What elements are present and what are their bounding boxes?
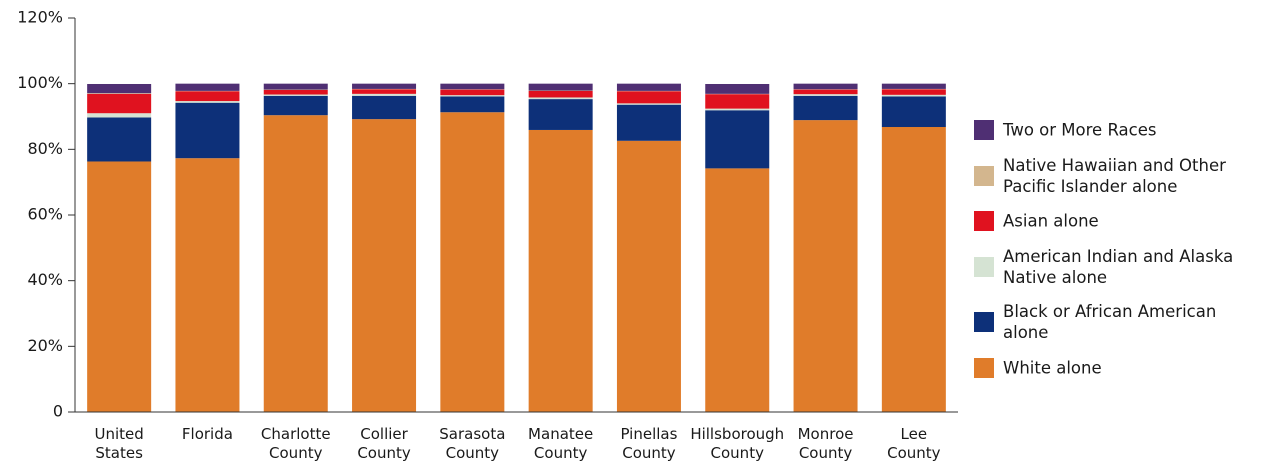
bar-segment xyxy=(528,83,593,91)
bar-segment xyxy=(440,112,505,413)
x-tick-label: Florida xyxy=(181,425,233,443)
bar-segment xyxy=(87,161,152,412)
bar-segment xyxy=(175,83,240,91)
legend-label: Black or African American alone xyxy=(1003,302,1217,342)
x-tick-label: Manatee County xyxy=(528,425,594,462)
bar-segment xyxy=(528,90,593,98)
bar-segment xyxy=(263,95,328,116)
y-tick-label: 120% xyxy=(17,8,63,27)
y-tick-label: 80% xyxy=(27,139,63,158)
bar-segment xyxy=(175,102,240,159)
bar-segment xyxy=(705,168,770,412)
bar-segment xyxy=(263,89,328,95)
legend-swatch xyxy=(974,358,994,378)
y-tick-label: 20% xyxy=(27,336,63,355)
bar-segment xyxy=(175,101,240,103)
legend-swatch xyxy=(974,312,994,332)
bar-segment xyxy=(705,108,770,111)
bar-segment xyxy=(352,93,417,96)
x-tick-label: Hillsborough County xyxy=(690,425,785,462)
legend-label: Native Hawaiian and Other Pacific Island… xyxy=(1003,156,1226,196)
legend-label: White alone xyxy=(1003,358,1102,378)
bar-segment xyxy=(528,129,593,412)
bar-segment xyxy=(881,89,946,95)
x-tick-label: Pinellas County xyxy=(620,425,678,462)
bar-segment xyxy=(263,83,328,90)
bar-segment xyxy=(87,113,152,118)
y-tick-label: 0 xyxy=(53,402,63,421)
bar-segment xyxy=(881,127,946,413)
bar-segment xyxy=(616,104,681,141)
bar-segment xyxy=(440,83,505,90)
bar-segment xyxy=(793,89,858,95)
bar-segment xyxy=(263,94,328,96)
bar-segment xyxy=(87,93,152,94)
legend-label: Two or More Races xyxy=(1003,120,1157,140)
x-tick-label: Sarasota County xyxy=(439,425,506,462)
bar-segment xyxy=(616,140,681,412)
bar-segment xyxy=(175,91,240,102)
bar-segment xyxy=(881,94,946,97)
legend-label: American Indian and Alaska Native alone xyxy=(1003,247,1234,287)
x-tick-label: Charlotte County xyxy=(260,425,331,462)
bar-segment xyxy=(616,103,681,105)
bar-segment xyxy=(793,120,858,412)
x-tick-label: Collier County xyxy=(357,425,411,462)
bar-segment xyxy=(87,93,152,114)
bar-segment xyxy=(175,158,240,412)
x-tick-label: Lee County xyxy=(887,425,941,462)
bar-segment xyxy=(440,89,505,96)
bar-segment xyxy=(616,91,681,104)
bar-segment xyxy=(528,97,593,100)
bar-segment xyxy=(793,94,858,96)
x-tick-label: Monroe County xyxy=(797,425,854,462)
legend-swatch xyxy=(974,257,994,277)
bar-segment xyxy=(352,95,417,120)
bar-segment xyxy=(440,96,505,113)
bar-segment xyxy=(263,115,328,412)
y-tick-label: 100% xyxy=(17,73,63,92)
bar-segment xyxy=(528,99,593,130)
bar-segment xyxy=(352,119,417,413)
x-tick-label: United States xyxy=(94,425,144,462)
y-tick-label: 60% xyxy=(27,205,63,224)
legend-swatch xyxy=(974,211,994,231)
bar-segment xyxy=(440,95,505,97)
bar-segment xyxy=(881,83,946,89)
bar-segment xyxy=(705,94,770,109)
bar-segment xyxy=(793,95,858,121)
legend-swatch xyxy=(974,166,994,186)
bar-segment xyxy=(352,83,417,89)
bar-segment xyxy=(793,83,858,90)
bar-segment xyxy=(352,89,417,94)
legend-swatch xyxy=(974,120,994,140)
bar-segment xyxy=(705,110,770,169)
legend-label: Asian alone xyxy=(1003,211,1099,231)
bar-segment xyxy=(616,83,681,91)
bar-segment xyxy=(881,96,946,128)
bar-segment xyxy=(705,83,770,94)
y-tick-label: 40% xyxy=(27,270,63,289)
bar-segment xyxy=(87,117,152,162)
bar-segment xyxy=(87,83,152,94)
